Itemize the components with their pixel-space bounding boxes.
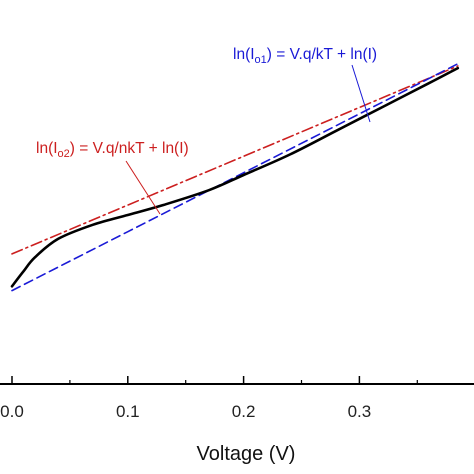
x-tick-label: 0.0 — [0, 402, 24, 421]
annotation-red-leader — [125, 160, 161, 215]
annotation-blue-text: ln(Io1) = V.q/kT + ln(I) — [233, 46, 377, 66]
annotations: ln(Io1) = V.q/kT + ln(I) ln(Io2) = V.q/nk… — [36, 46, 377, 215]
series-measured-line — [10, 66, 460, 288]
annotation-blue-leader — [351, 64, 371, 123]
series-fit-red-line — [11, 65, 459, 255]
plot-frame — [0, 383, 474, 385]
x-axis-title: Voltage (V) — [197, 443, 296, 465]
annotation-red-text: ln(Io2) = V.q/nkT + ln(I) — [36, 140, 189, 160]
x-tick-label: 0.3 — [348, 402, 372, 421]
x-tick-label: 0.2 — [232, 402, 256, 421]
series-fit-blue-line — [11, 63, 459, 292]
x-tick-label: 0.1 — [116, 402, 140, 421]
plot-area — [10, 63, 460, 292]
